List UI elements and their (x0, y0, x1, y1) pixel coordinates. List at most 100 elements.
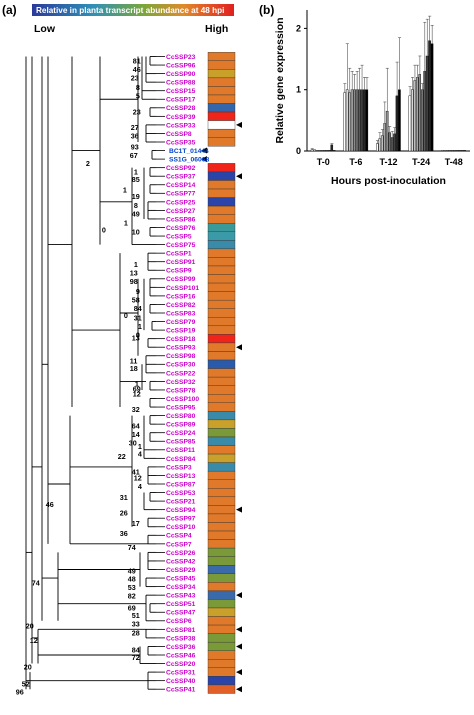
leaf-label: CcSSP95 (166, 404, 196, 411)
heatmap-cell (207, 291, 236, 301)
heatmap-cell (207, 120, 236, 130)
bootstrap-value: 20 (24, 662, 32, 671)
bootstrap-value: 0 (102, 226, 106, 235)
bootstrap-value: 1 (134, 260, 138, 269)
bar (448, 150, 452, 152)
leaf-label: CcSSP84 (166, 456, 196, 463)
heatmap-cell (207, 94, 236, 104)
leaf-label: CcSSP20 (166, 661, 196, 668)
bar (463, 150, 466, 152)
arrow-marker-icon (201, 147, 207, 154)
leaf-label: CcSSP40 (166, 678, 196, 685)
bar (360, 89, 364, 152)
heatmap-cell (207, 616, 236, 626)
bar (408, 95, 412, 152)
heatmap-cell (207, 359, 236, 369)
bootstrap-value: 5 (136, 91, 140, 100)
heatmap-cell (207, 676, 236, 686)
heatmap-cell (207, 282, 236, 292)
bootstrap-value: 41 (132, 468, 140, 477)
bootstrap-value: 20 (26, 621, 34, 630)
leaf-label: CcSSP37 (166, 174, 196, 181)
leaf-label: CcSSP94 (166, 507, 196, 514)
heatmap-cell (207, 522, 236, 532)
bar (443, 150, 447, 152)
leaf-label: CcSSP3 (166, 464, 192, 471)
heatmap-cell (207, 52, 236, 61)
heatmap-cell (207, 188, 236, 198)
bootstrap-value: 1 (135, 379, 139, 388)
bootstrap-value: 53 (128, 583, 136, 592)
x-axis-title: Hours post-inoculation (331, 175, 446, 187)
heatmap-cell (207, 599, 236, 609)
bootstrap-value: 1 (124, 219, 128, 228)
bar (323, 150, 326, 152)
bootstrap-value: 13 (130, 268, 138, 277)
heatmap-cell (207, 462, 236, 472)
heatmap-cell (207, 223, 236, 232)
leaf-label: CcSSP97 (166, 516, 196, 523)
bootstrap-value: 1 (123, 185, 127, 194)
bootstrap-value: 46 (133, 65, 141, 74)
heatmap-cell (207, 633, 236, 643)
bar (325, 150, 329, 152)
heatmap-cell (207, 428, 236, 438)
leaf-label: CcSSP30 (166, 362, 196, 369)
bootstrap-value: 48 (128, 574, 136, 583)
heatmap-cell (207, 385, 236, 395)
heatmap-cell (207, 684, 236, 694)
leaf-label: CcSSP93 (166, 345, 196, 352)
bar (411, 89, 414, 152)
bar (332, 150, 336, 152)
y-tick-label: 0 (296, 146, 301, 156)
leaf-label: CcSSP81 (166, 627, 196, 634)
leaf-label: SS1G_06068 (169, 157, 209, 164)
bootstrap-value: 64 (132, 421, 140, 430)
leaf-label: CcSSP21 (166, 499, 196, 506)
bootstrap-value: 74 (128, 543, 136, 552)
leaf-label: CcSSP82 (166, 302, 196, 309)
bootstrap-value: 58 (132, 296, 140, 305)
bootstrap-value: 8 (136, 83, 140, 92)
heatmap-cell (207, 205, 236, 215)
arrow-marker-icon (201, 156, 207, 163)
bar (423, 71, 426, 152)
leaf-label: CcSSP34 (166, 584, 196, 591)
bootstrap-values: 8146238523273693671851191849102011398095… (16, 56, 142, 696)
leaf-label: CcSSP96 (166, 62, 196, 69)
bar (458, 150, 461, 152)
bar (330, 144, 334, 152)
arrow-marker-icon (236, 669, 242, 676)
heatmap-cell (207, 376, 236, 386)
bootstrap-value: 85 (132, 175, 140, 184)
leaf-label: CcSSP47 (166, 610, 196, 617)
bootstrap-value: 8 (134, 201, 138, 210)
y-tick-label: 1 (296, 85, 301, 95)
heatmap-cell (207, 103, 236, 113)
bar (350, 89, 354, 152)
arrow-marker-icon (236, 643, 242, 650)
bar (345, 89, 349, 152)
heatmap-cell (207, 77, 236, 87)
leaf-label: CcSSP77 (166, 191, 196, 198)
leaf-label: CcSSP33 (166, 122, 196, 129)
bar (451, 150, 454, 152)
leaf-label: CcSSP31 (166, 670, 196, 677)
heatmap-cell (207, 69, 236, 79)
leaf-label: CcSSP26 (166, 550, 196, 557)
bootstrap-value: 12 (30, 636, 38, 645)
leaf-label: CcSSP25 (166, 199, 196, 206)
heatmap-cell (207, 137, 236, 147)
heatmap-cell (207, 342, 236, 352)
bootstrap-value: 22 (118, 452, 126, 461)
bootstrap-value: 23 (133, 108, 141, 117)
leaf-label: CcSSP28 (166, 105, 196, 112)
bootstrap-value: 1 (138, 322, 142, 331)
bootstrap-value: 12 (133, 390, 141, 399)
bar (413, 80, 417, 152)
bootstrap-value: 0 (136, 331, 140, 340)
leaf-label: CcSSP19 (166, 328, 196, 335)
bootstrap-value: 69 (128, 603, 136, 612)
heatmap-cell (207, 556, 236, 566)
